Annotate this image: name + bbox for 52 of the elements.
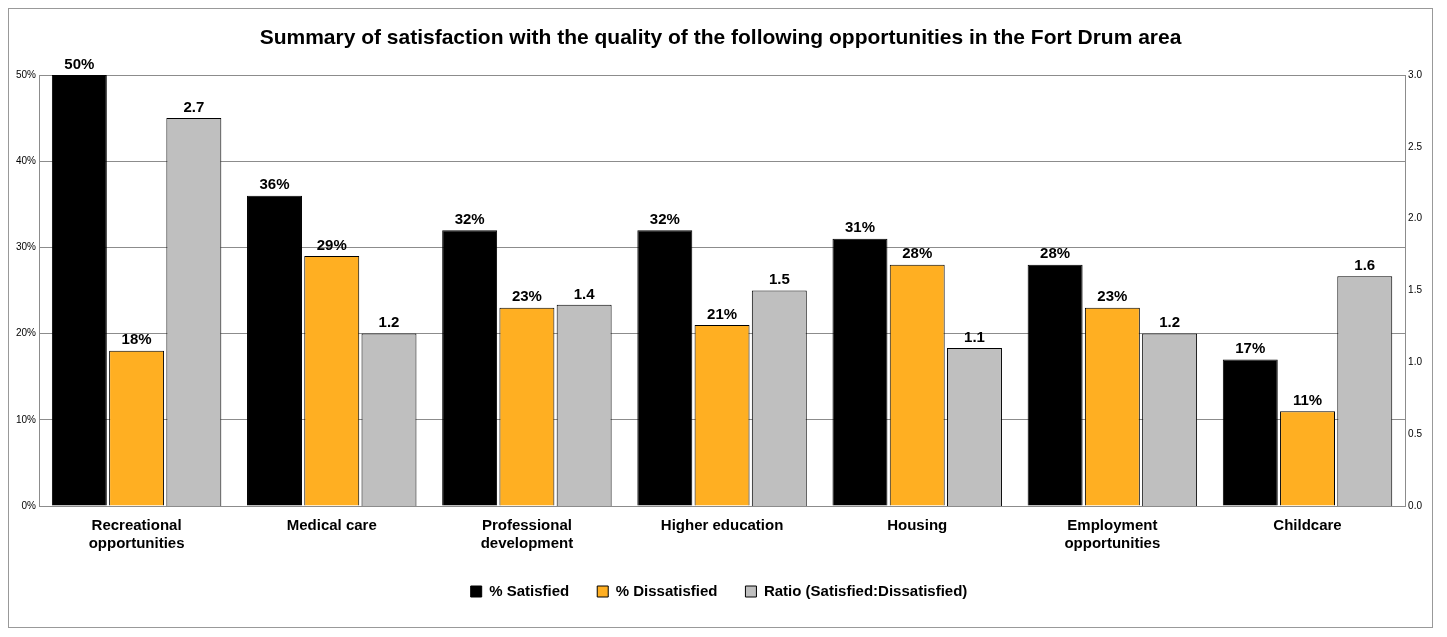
legend-label: % Satisfied: [489, 581, 570, 599]
y2-tick-label: 0.0: [1408, 499, 1423, 511]
y-tick-label: 50%: [16, 68, 37, 80]
data-label: 2.7: [183, 97, 205, 115]
y-tick-label: 20%: [16, 327, 37, 339]
bar: [1222, 359, 1278, 506]
data-label: 23%: [511, 287, 542, 305]
data-label: 1.5: [768, 270, 790, 288]
data-label: 1.6: [1354, 255, 1376, 273]
bar: [637, 230, 693, 506]
data-label: 31%: [844, 218, 875, 236]
data-label: 50%: [64, 54, 95, 72]
x-tick-label: Higher education: [660, 516, 784, 534]
data-label: 1.4: [573, 284, 596, 302]
data-label: 23%: [1097, 287, 1128, 305]
data-label: 11%: [1292, 390, 1323, 408]
y2-tick-label: 3.0: [1408, 68, 1423, 80]
bar: [832, 238, 888, 506]
x-tick-label: Medical care: [286, 516, 377, 534]
x-tick-label: Childcare: [1273, 516, 1342, 534]
data-label: 36%: [259, 175, 290, 193]
legend-label: Ratio (Satisfied:Dissatisfied): [763, 581, 968, 599]
y-tick-label: 30%: [16, 241, 37, 253]
data-label: 32%: [454, 209, 485, 227]
y2-tick-label: 1.5: [1408, 284, 1423, 296]
legend-label: % Dissatisfied: [615, 581, 718, 599]
data-label: 18%: [121, 330, 152, 348]
y2-tick-label: 0.5: [1408, 427, 1423, 439]
data-label: 1.2: [378, 313, 400, 331]
y2-tick-label: 2.0: [1408, 212, 1423, 224]
data-label: 1.1: [964, 327, 985, 345]
bar: [51, 75, 107, 506]
data-label: 28%: [1040, 244, 1071, 262]
y-tick-label: 40%: [16, 154, 37, 166]
x-tick-label: Recreational opportunities: [88, 516, 185, 552]
data-label: 32%: [649, 209, 680, 227]
x-tick-label: Housing: [887, 516, 948, 534]
data-label: 28%: [902, 244, 933, 262]
bar: [247, 195, 302, 506]
bar: [442, 230, 498, 506]
y2-tick-label: 2.5: [1408, 140, 1423, 152]
y-tick-label: 0%: [21, 499, 37, 511]
x-tick-label: Professional development: [480, 516, 574, 552]
data-label: 21%: [707, 304, 738, 322]
bar: [1027, 264, 1083, 506]
y2-tick-label: 1.0: [1408, 356, 1423, 368]
chart-title: Summary of satisfaction with the quality of the following opportunities in the Fort Drum area: [258, 24, 1183, 49]
data-label: 29%: [316, 235, 347, 253]
y-tick-label: 10%: [16, 413, 37, 425]
data-label: 17%: [1235, 339, 1266, 357]
x-tick-label: Employment opportunities: [1064, 516, 1161, 552]
data-label: 1.2: [1159, 313, 1181, 331]
